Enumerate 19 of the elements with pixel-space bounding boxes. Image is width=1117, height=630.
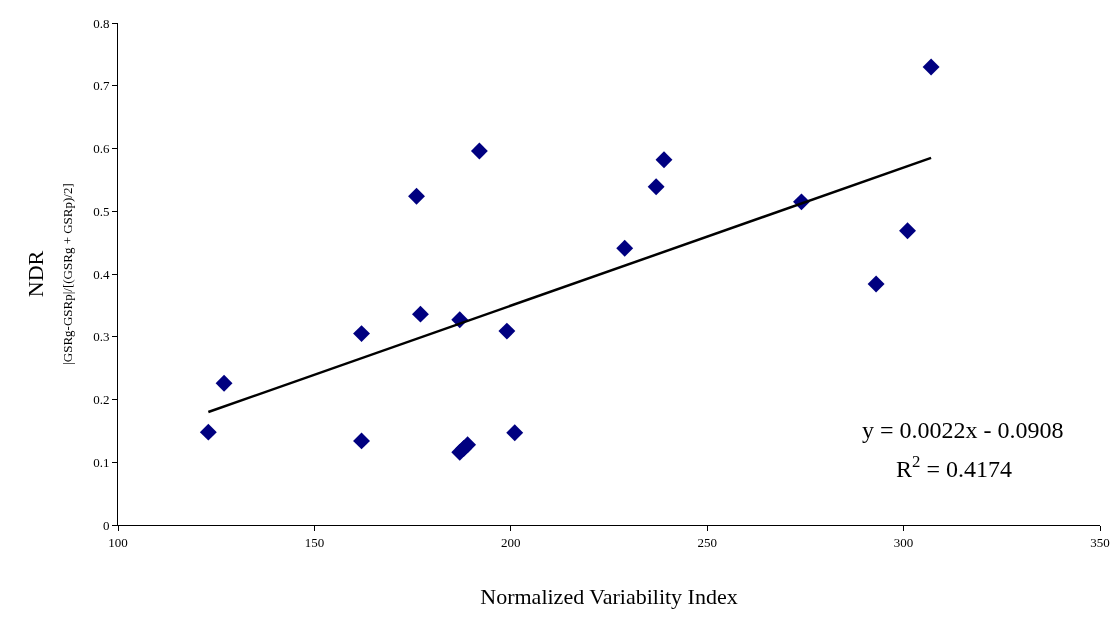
annotation: y = 0.0022x - 0.0908 [862, 417, 1064, 443]
y-tick-label: 0 [102, 517, 110, 533]
y-axis-title: NDR |GSRg-GSRp|/[(GSRg + GSRp)/2] [23, 183, 75, 365]
x-tick-label: 350 [1090, 534, 1110, 550]
y-tick-label: 0.2 [93, 392, 110, 408]
x-tick-label: 150 [304, 534, 325, 550]
x-tick-label: 300 [893, 534, 914, 550]
annotation: R$^{2}$ = 0.4174 [896, 452, 1012, 483]
y-tick-label: 0.4 [93, 266, 110, 282]
y-tick-label: 0.1 [93, 454, 110, 470]
x-axis-title: Normalized Variability Index [480, 584, 738, 610]
y-tick-label: 0.7 [93, 78, 110, 94]
y-tick-label: 0.5 [93, 203, 110, 219]
y-tick-label: 0.8 [93, 15, 110, 31]
y-tick-label: 0.6 [93, 141, 110, 157]
x-tick-label: 200 [501, 534, 521, 550]
x-tick-label: 250 [697, 534, 717, 550]
y-tick-label: 0.3 [93, 329, 110, 345]
x-tick-label: 100 [108, 534, 128, 550]
